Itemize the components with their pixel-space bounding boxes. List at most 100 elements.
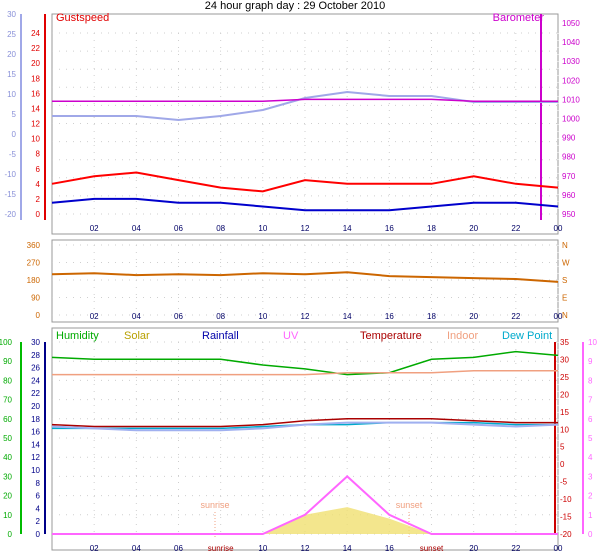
p3-temp-tick-7: 0 — [560, 460, 565, 469]
p1-baro-tick-1: 1040 — [562, 38, 580, 47]
p2-xtick-3: 08 — [216, 312, 225, 321]
p3-hum-tick-6: 40 — [3, 453, 12, 462]
p1-xtick-9: 20 — [469, 224, 478, 233]
p2-xtick-10: 22 — [511, 312, 520, 321]
p1-xtick-7: 16 — [385, 224, 394, 233]
p3-temp-tick-2: 25 — [560, 373, 569, 382]
p3-rain-tick-5: 20 — [31, 402, 40, 411]
p3-rain-tick-12: 6 — [36, 492, 41, 501]
p1-baro-tick-9: 960 — [562, 191, 576, 200]
p3-temp-tick-10: -15 — [560, 513, 572, 522]
p2-dir-tick-0: 360 — [27, 241, 41, 250]
p3-hum-tick-4: 60 — [3, 415, 12, 424]
p3-xtick-9: 20 — [469, 544, 478, 553]
p1-xtick-3: 08 — [216, 224, 225, 233]
trace-blue — [51, 197, 559, 212]
p1-xtick-8: 18 — [427, 224, 436, 233]
p1-baro-tick-4: 1010 — [562, 95, 580, 104]
p2-compass-tick-0: N — [562, 241, 568, 250]
p3-hum-tick-9: 10 — [3, 511, 12, 520]
p2-compass-tick-4: N — [562, 311, 568, 320]
p1-gust-tick-12: 0 — [36, 210, 41, 219]
p3-hum-tick-5: 50 — [3, 434, 12, 443]
p3-temp-tick-0: 35 — [560, 338, 569, 347]
p2-xtick-0: 02 — [90, 312, 99, 321]
panel-temperature-humidity: Humidity Solar Rainfall UV Temperature Indoor… — [0, 327, 597, 553]
legend-1: Solar — [124, 330, 150, 342]
p2-compass-tick-2: S — [562, 276, 567, 285]
p3-temp-tick-11: -20 — [560, 530, 572, 539]
p1-left-tick-4: 10 — [7, 90, 16, 99]
graph-title: 24 hour graph day : 29 October 2010 — [205, 0, 385, 12]
p3-xtick-10: 22 — [511, 544, 520, 553]
p3-xtick-4: 10 — [258, 544, 267, 553]
p1-xtick-0: 02 — [90, 224, 99, 233]
p1-gust-tick-11: 2 — [36, 195, 41, 204]
p2-xtick-9: 20 — [469, 312, 478, 321]
p3-temp-tick-6: 5 — [560, 443, 565, 452]
p1-gust-tick-6: 12 — [31, 120, 40, 129]
p3-rain-tick-9: 12 — [31, 453, 40, 462]
p2-xtick-8: 18 — [427, 312, 436, 321]
panel1-time-axis: 02 04 06 08 10 12 14 16 18 20 22 00 — [90, 224, 563, 233]
legend-4: Temperature — [360, 330, 422, 342]
p3-rain-tick-7: 16 — [31, 428, 40, 437]
p1-baro-tick-8: 970 — [562, 172, 576, 181]
series-wind-direction — [51, 271, 559, 283]
p1-xtick-1: 04 — [132, 224, 141, 233]
p3-uv-tick-5: 5 — [588, 434, 593, 443]
panel3-legend: Humidity Solar Rainfall UV Temperature Indoor… — [56, 330, 552, 342]
panel-wind-pressure: Gustspeed Barometer 302520151050-5-10-15… — [4, 10, 580, 235]
p3-xtick-0: 02 — [90, 544, 99, 553]
p1-gust-tick-10: 4 — [36, 180, 41, 189]
p1-baro-tick-2: 1030 — [562, 57, 580, 66]
p3-uv-tick-6: 4 — [588, 453, 593, 462]
p3-xtick-1: 04 — [132, 544, 141, 553]
p2-dir-tick-4: 0 — [36, 311, 41, 320]
p2-dir-tick-2: 180 — [27, 276, 41, 285]
p1-gust-tick-1: 22 — [31, 44, 40, 53]
p1-gust-tick-7: 10 — [31, 135, 40, 144]
p3-uv-tick-4: 6 — [588, 415, 593, 424]
p3-temp-tick-8: -5 — [560, 478, 568, 487]
legend-5: Indoor — [447, 330, 479, 342]
panel3-grid — [52, 341, 559, 535]
panel1-barometer-axis: 1050 1040 1030 1020 1010 1000 990 980 970 960 950 — [562, 19, 580, 219]
legend-2: Rainfall — [202, 330, 239, 342]
legend-barometer: Barometer — [493, 12, 545, 24]
p3-uv-tick-2: 8 — [588, 376, 593, 385]
p2-xtick-11: 00 — [554, 312, 563, 321]
p1-gust-tick-3: 18 — [31, 74, 40, 83]
p2-xtick-5: 12 — [301, 312, 310, 321]
p3-hum-tick-8: 20 — [3, 492, 12, 501]
p1-xtick-11: 00 — [554, 224, 563, 233]
legend-gustspeed: Gustspeed — [56, 12, 109, 24]
p3-rain-tick-14: 2 — [36, 517, 41, 526]
legend-0: Humidity — [56, 330, 99, 342]
p3-rain-tick-13: 4 — [36, 504, 41, 513]
sunrise-label: sunrise — [200, 500, 229, 510]
p1-left-tick-8: -10 — [4, 170, 16, 179]
p3-rain-tick-6: 18 — [31, 415, 40, 424]
p3-xtick-2: 06 — [174, 544, 183, 553]
p3-temp-tick-3: 20 — [560, 390, 569, 399]
p3-rain-tick-2: 26 — [31, 364, 40, 373]
p1-gust-tick-2: 20 — [31, 59, 40, 68]
p3-rain-tick-1: 28 — [31, 351, 40, 360]
p2-dir-tick-1: 270 — [27, 259, 41, 268]
series-barometer — [52, 98, 558, 103]
p3-rain-tick-8: 14 — [31, 440, 40, 449]
panel1-left-axis: 30 25 20 15 10 5 0 -5 -10 -15 -20 — [4, 10, 16, 219]
p2-dir-tick-3: 90 — [31, 294, 40, 303]
p1-gust-tick-0: 24 — [31, 29, 40, 38]
panel1-grid — [52, 32, 559, 215]
trace-lightblue-3 — [51, 421, 559, 432]
p2-compass-tick-1: W — [562, 259, 570, 268]
p1-left-tick-5: 5 — [12, 110, 17, 119]
p3-temp-tick-9: -10 — [560, 495, 572, 504]
p1-gust-tick-9: 6 — [36, 165, 41, 174]
